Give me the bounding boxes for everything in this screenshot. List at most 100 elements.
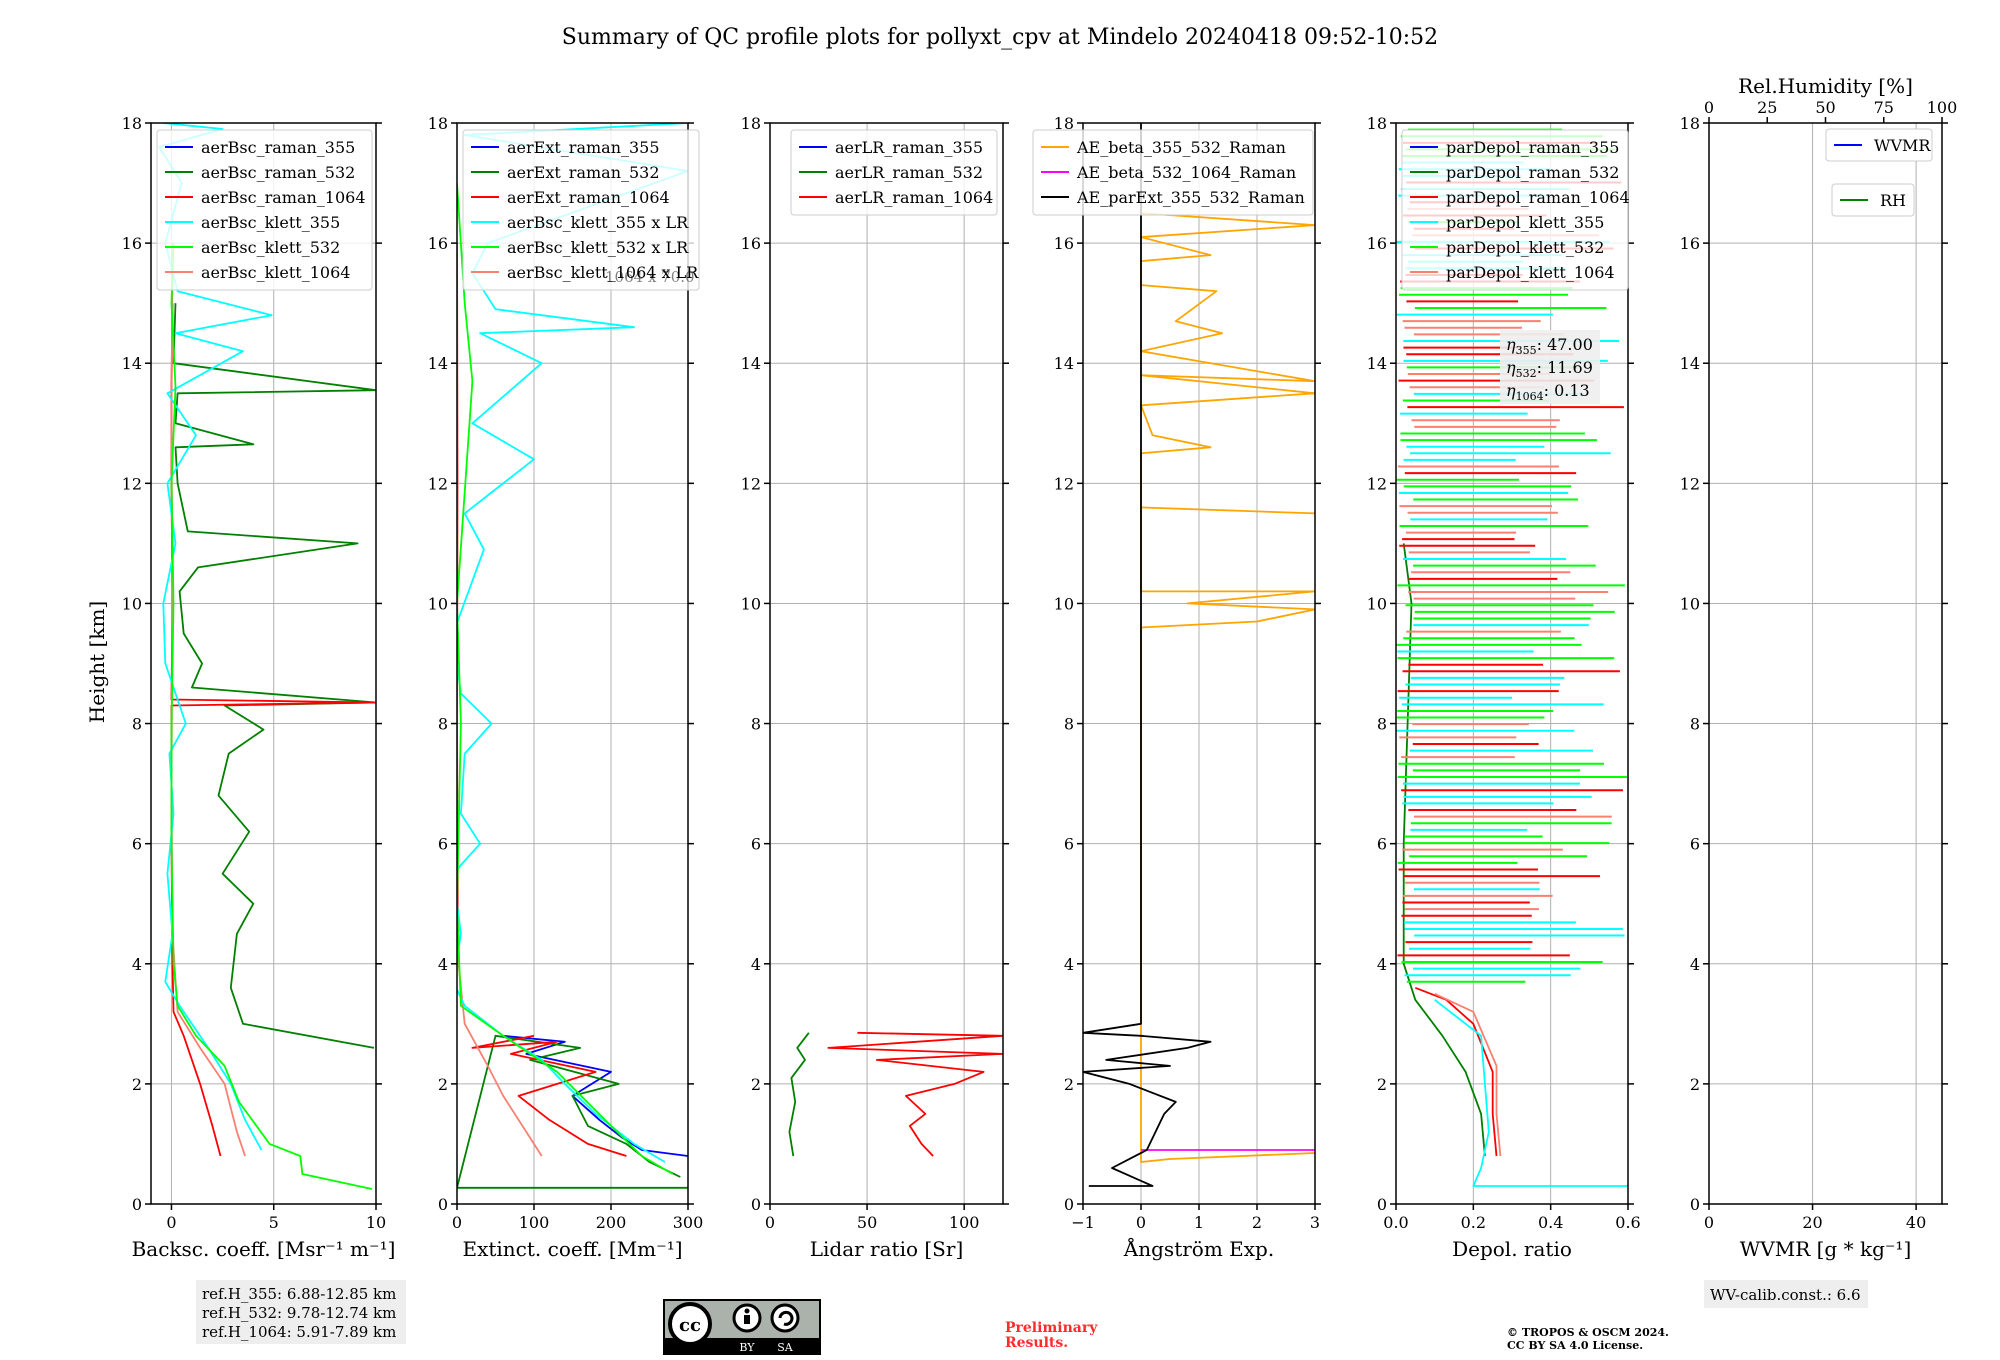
by-label: BY: [739, 1341, 755, 1354]
y-tick-label: 12: [741, 474, 761, 493]
plot-frame: [1082, 122, 1316, 1205]
y-tick-label: 16: [1680, 234, 1700, 253]
plot-frame: [1708, 122, 1943, 1205]
series-line-parDepol_raman_1064: [1414, 986, 1498, 1157]
y-tick-label: 6: [1377, 835, 1387, 854]
x-tick-label: 0: [166, 1213, 176, 1232]
legend-label: aerExt_raman_355: [507, 138, 660, 157]
legend-label: parDepol_klett_1064: [1446, 263, 1615, 282]
y-tick-label: 16: [122, 234, 142, 253]
legend-label: aerExt_raman_532: [507, 163, 660, 182]
legend-label: aerLR_raman_355: [835, 138, 983, 157]
legend-label-wvmr: WVMR: [1874, 136, 1931, 155]
series-line-aerBsc_klett_532 x LR: [457, 183, 674, 1175]
y-tick-label: 16: [428, 234, 448, 253]
preliminary-line-2: Results.: [1005, 1335, 1068, 1351]
x-tick-label: 40: [1906, 1213, 1926, 1232]
y-tick-label: 12: [122, 474, 142, 493]
panel-depolarization: 0 2 4 6 8 10 12 14 16 18 0.0 0.2 0.4 0.6 Depol. ratio p…: [1367, 114, 1641, 1261]
x-tick-label: 0.4: [1538, 1213, 1563, 1232]
top-tick-label: 75: [1874, 98, 1894, 117]
x-tick-label: −1: [1071, 1213, 1095, 1232]
x-axis-label: Lidar ratio [Sr]: [810, 1237, 964, 1261]
wv-calib-box: WV-calib.const.: 6.6: [1704, 1280, 1868, 1308]
reference-height-box: ref.H_355: 6.88-12.85 km ref.H_532: 9.78…: [196, 1280, 406, 1344]
y-tick-label: 6: [438, 835, 448, 854]
top-tick-label: 0: [1704, 98, 1714, 117]
refh-1064: ref.H_1064: 5.91-7.89 km: [202, 1323, 396, 1341]
legend: parDepol_raman_355 parDepol_raman_532 parD…: [1401, 129, 1630, 291]
y-tick-label: 4: [132, 955, 142, 974]
figure-title: Summary of QC profile plots for pollyxt_…: [562, 25, 1438, 50]
legend-label: aerLR_raman_1064: [835, 188, 993, 207]
legend-label: AE_beta_355_532_Raman: [1076, 138, 1286, 157]
series-line-aerLR_raman_1064: [827, 1031, 1003, 1157]
legend-label: AE_parExt_355_532_Raman: [1076, 188, 1305, 207]
legend-label: aerBsc_klett_1064 x LR: [507, 263, 699, 282]
x-axis-label: Ångström Exp.: [1123, 1236, 1274, 1261]
legend-label: aerBsc_klett_532: [201, 238, 340, 257]
legend-label: aerBsc_raman_532: [201, 163, 355, 182]
y-tick-label: 8: [132, 715, 142, 734]
y-tick-label: 16: [1054, 234, 1074, 253]
x-tick-label: 0.2: [1461, 1213, 1486, 1232]
y-tick-label: 12: [1367, 474, 1387, 493]
y-tick-label: 18: [1680, 114, 1700, 133]
y-tick-label: 18: [122, 114, 142, 133]
y-tick-label: 0: [1690, 1195, 1700, 1214]
y-tick-label: 0: [132, 1195, 142, 1214]
y-tick-label: 10: [122, 594, 142, 613]
legend-label: parDepol_raman_1064: [1446, 188, 1630, 207]
legend-box-rh: [1831, 183, 1915, 217]
x-tick-label: 10: [366, 1213, 386, 1232]
x-tick-label: 200: [596, 1213, 627, 1232]
sa-label: SA: [777, 1341, 794, 1354]
x-axis-label: Depol. ratio: [1452, 1237, 1572, 1261]
y-tick-label: 4: [438, 955, 448, 974]
preliminary-line-1: Preliminary: [1005, 1320, 1098, 1336]
x-tick-label: 100: [519, 1213, 550, 1232]
eta-1064: η1064: 0.13: [1506, 381, 1590, 403]
legend-box: [462, 129, 700, 291]
legend-box: [1032, 129, 1314, 216]
top-tick-label: 100: [1927, 98, 1958, 117]
x-tick-label: 50: [857, 1213, 877, 1232]
legend-label: aerBsc_klett_1064: [201, 263, 350, 282]
y-tick-label: 6: [1690, 835, 1700, 854]
y-tick-label: 12: [1680, 474, 1700, 493]
legend-label: aerBsc_raman_355: [201, 138, 355, 157]
x-tick-label: 100: [949, 1213, 980, 1232]
x-tick-label: 0.6: [1615, 1213, 1640, 1232]
series-line-aerBsc_klett_1064 x LR: [457, 243, 543, 1157]
refh-355: ref.H_355: 6.88-12.85 km: [202, 1285, 396, 1303]
panel-backscatter: 0 2 4 6 8 10 12 14 16 18 0 5 10 Backsc. coeff. [Msr⁻¹…: [122, 114, 396, 1261]
refh-532: ref.H_532: 9.78-12.74 km: [202, 1304, 396, 1322]
y-tick-label: 18: [741, 114, 761, 133]
y-tick-label: 14: [1054, 354, 1074, 373]
legend-label: AE_beta_532_1064_Raman: [1076, 163, 1296, 182]
series-line-aerBsc_klett_532: [170, 243, 373, 1190]
x-tick-label: 0: [452, 1213, 462, 1232]
y-tick-label: 16: [1367, 234, 1387, 253]
x-axis-label: WVMR [g * kg⁻¹]: [1740, 1237, 1912, 1261]
plot-frame: [456, 122, 689, 1205]
top-tick-label: 50: [1815, 98, 1835, 117]
panel-lidar_ratio: 0 2 4 6 8 10 12 14 16 18 0 50 100 Lidar ratio [Sr] aer…: [741, 114, 1009, 1261]
y-tick-label: 2: [1064, 1075, 1074, 1094]
series-line-parDepol_klett_1064: [1434, 992, 1502, 1157]
y-tick-label: 10: [1367, 594, 1387, 613]
y-tick-label: 14: [1367, 354, 1387, 373]
legend-label: aerBsc_klett_355: [201, 213, 340, 232]
legend: AE_beta_355_532_Raman AE_beta_532_1064_Ra…: [1032, 129, 1314, 216]
x-tick-label: 5: [269, 1213, 279, 1232]
x-tick-label: 20: [1802, 1213, 1822, 1232]
y-tick-label: 4: [751, 955, 761, 974]
legend-label-rh: RH: [1880, 191, 1906, 210]
series-line-aerBsc_raman_532: [172, 303, 376, 1049]
legend-label: parDepol_klett_532: [1446, 238, 1604, 257]
y-tick-label: 8: [1064, 715, 1074, 734]
cc-icon: cc: [679, 1315, 701, 1336]
